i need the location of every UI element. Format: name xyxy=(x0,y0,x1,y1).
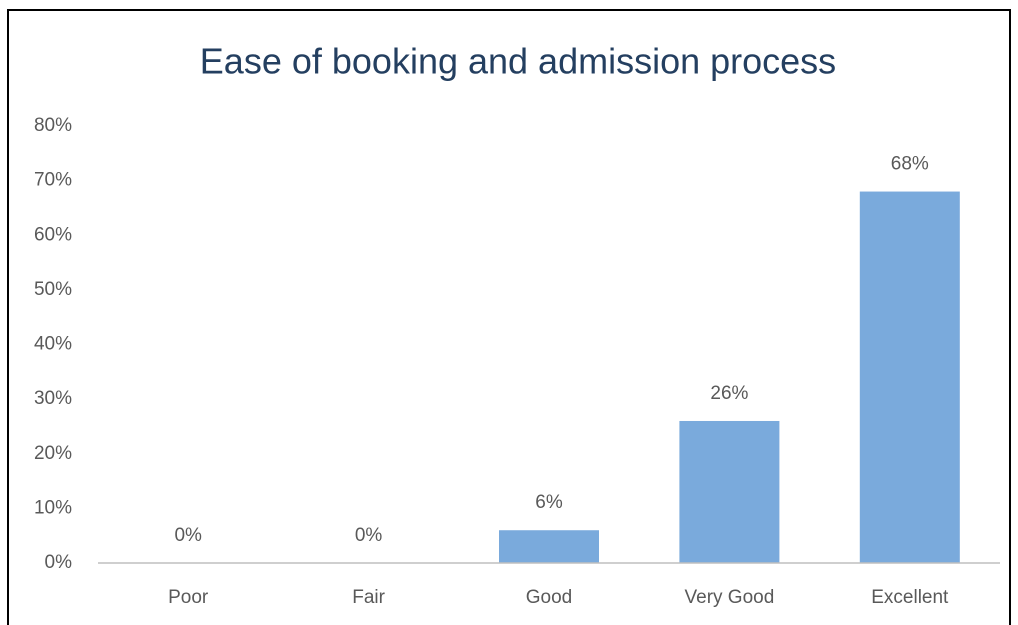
x-tick-label: Good xyxy=(526,587,572,608)
x-tick-label: Poor xyxy=(168,587,209,608)
bar xyxy=(499,530,599,563)
data-label: 6% xyxy=(535,492,563,513)
y-tick-label: 0% xyxy=(45,552,73,573)
bar xyxy=(859,191,960,564)
bar xyxy=(679,420,780,563)
y-tick-label: 40% xyxy=(34,334,72,355)
data-label: 68% xyxy=(891,154,929,175)
y-tick-label: 20% xyxy=(34,443,72,464)
x-tick-label: Very Good xyxy=(685,587,775,608)
y-tick-label: 10% xyxy=(34,497,72,518)
y-tick-label: 50% xyxy=(34,279,72,300)
chart-title: Ease of booking and admission process xyxy=(200,41,836,82)
data-label: 0% xyxy=(355,525,383,546)
y-tick-label: 70% xyxy=(34,170,72,191)
chart-frame xyxy=(7,9,1011,625)
x-tick-label: Excellent xyxy=(871,587,949,608)
y-tick-label: 30% xyxy=(34,388,72,409)
y-tick-label: 80% xyxy=(34,115,72,136)
data-label: 26% xyxy=(710,383,748,404)
y-tick-label: 60% xyxy=(34,224,72,245)
x-tick-label: Fair xyxy=(352,587,385,608)
data-label: 0% xyxy=(174,525,202,546)
